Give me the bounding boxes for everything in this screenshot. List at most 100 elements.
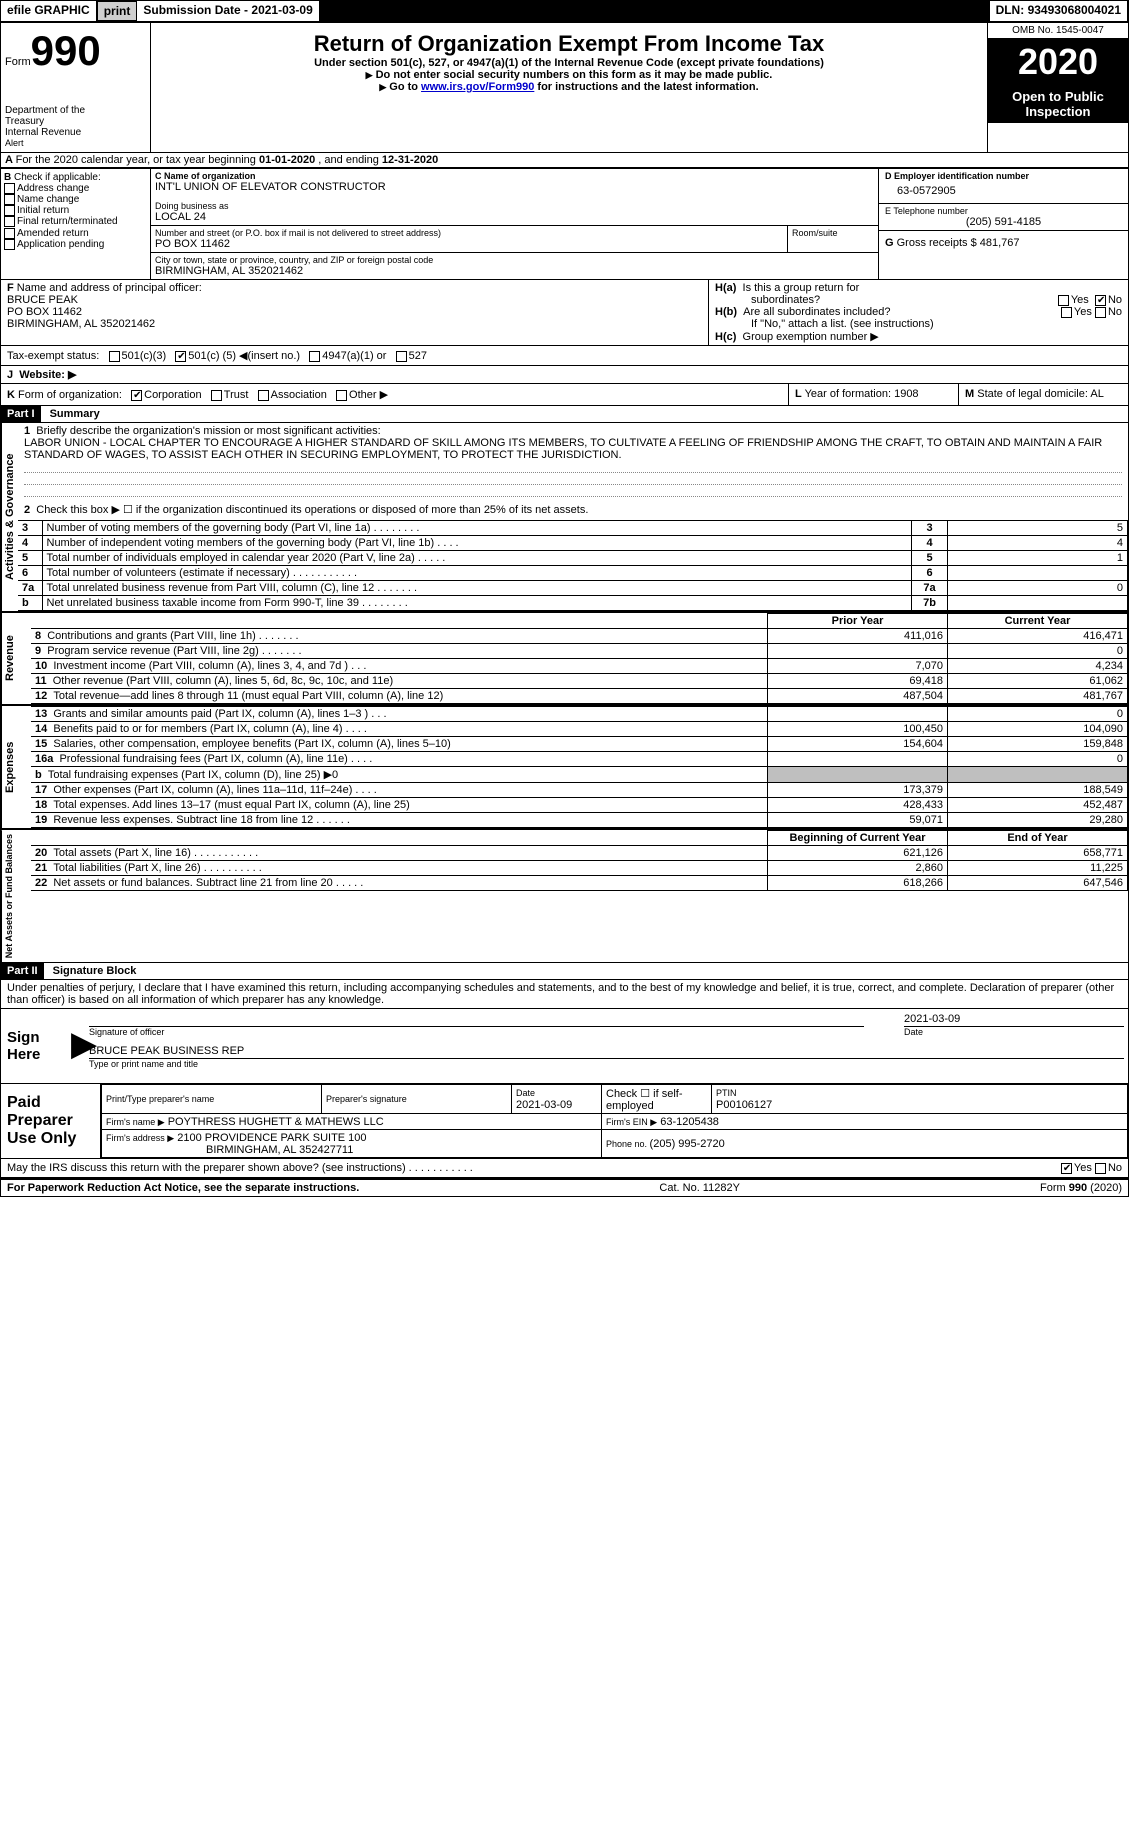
curr-value: 452,487 bbox=[948, 798, 1128, 813]
ha-no-checkbox[interactable] bbox=[1095, 295, 1106, 306]
period-mid: , and ending bbox=[315, 154, 382, 166]
governance-table: 3Number of voting members of the governi… bbox=[18, 520, 1128, 611]
pp-sig-label: Preparer's signature bbox=[326, 1094, 407, 1104]
box-b-check-label: Check if applicable: bbox=[14, 172, 101, 183]
org-name-value: INT'L UNION OF ELEVATOR CONSTRUCTOR bbox=[155, 181, 874, 193]
website-j: J bbox=[7, 369, 13, 381]
phone-value: (205) 591-4185 bbox=[885, 216, 1122, 228]
firm-name-label: Firm's name ▶ bbox=[106, 1117, 165, 1127]
h-note: If "No," attach a list. (see instruction… bbox=[715, 318, 1122, 330]
firm-name-value: POYTHRESS HUGHETT & MATHEWS LLC bbox=[168, 1116, 384, 1128]
sign-label: Sign bbox=[7, 1029, 65, 1046]
hb-yes-checkbox[interactable] bbox=[1061, 307, 1072, 318]
corporation-checkbox[interactable] bbox=[131, 390, 142, 401]
print-button[interactable]: print bbox=[97, 1, 138, 21]
website-label: Website: ▶ bbox=[19, 369, 76, 381]
curr-value: 11,225 bbox=[948, 861, 1128, 876]
trust-checkbox[interactable] bbox=[211, 390, 222, 401]
toolbar-spacer bbox=[320, 1, 990, 21]
firm-addr-2: BIRMINGHAM, AL 352427711 bbox=[106, 1144, 353, 1156]
gross-receipts-value: 481,767 bbox=[980, 237, 1020, 249]
association-checkbox[interactable] bbox=[258, 390, 269, 401]
form-subtitle-2: Do not enter social security numbers on … bbox=[376, 69, 773, 81]
amended-return-checkbox[interactable] bbox=[4, 228, 15, 239]
hc-text: Group exemption number ▶ bbox=[743, 331, 879, 343]
curr-value: 188,549 bbox=[948, 783, 1128, 798]
instructions-link[interactable]: www.irs.gov/Form990 bbox=[421, 81, 534, 93]
address-change-label: Address change bbox=[17, 183, 89, 194]
discuss-text: May the IRS discuss this return with the… bbox=[7, 1162, 473, 1174]
netassets-table: Beginning of Current YearEnd of Year 20 … bbox=[31, 830, 1128, 891]
form-prefix: Form bbox=[5, 56, 31, 68]
4947-checkbox[interactable] bbox=[309, 351, 320, 362]
line-num: b bbox=[18, 596, 42, 611]
line-text: Net unrelated business taxable income fr… bbox=[42, 596, 912, 611]
discuss-no-checkbox[interactable] bbox=[1095, 1163, 1106, 1174]
useonly-label: Use Only bbox=[7, 1130, 94, 1148]
dln-cell: DLN: 93493068004021 bbox=[990, 1, 1128, 21]
final-return-checkbox[interactable] bbox=[4, 216, 15, 227]
box-l: L Year of formation: 1908 bbox=[788, 384, 958, 405]
prior-value: 428,433 bbox=[768, 798, 948, 813]
firm-addr-1: 2100 PROVIDENCE PARK SUITE 100 bbox=[177, 1132, 366, 1144]
line2-label: 2 bbox=[24, 504, 30, 516]
preparer-table: Print/Type preparer's name Preparer's si… bbox=[101, 1084, 1128, 1158]
period-pre: For the 2020 calendar year, or tax year … bbox=[16, 154, 259, 166]
line-text: 14 Benefits paid to or for members (Part… bbox=[31, 722, 768, 737]
line-box: 5 bbox=[912, 551, 948, 566]
ha-text: Is this a group return for bbox=[743, 282, 860, 294]
final-return-label: Final return/terminated bbox=[17, 217, 118, 228]
vlabel-netassets: Net Assets or Fund Balances bbox=[1, 830, 31, 962]
officer-street: PO BOX 11462 bbox=[7, 306, 82, 318]
ha-yes-checkbox[interactable] bbox=[1058, 295, 1069, 306]
vlabel-revenue: Revenue bbox=[1, 613, 31, 704]
form-title: Return of Organization Exempt From Incom… bbox=[153, 25, 985, 57]
cat-number: Cat. No. 11282Y bbox=[659, 1182, 740, 1194]
hb-no-checkbox[interactable] bbox=[1095, 307, 1106, 318]
box-f: F Name and address of principal officer:… bbox=[1, 280, 708, 345]
tax-year: 2020 bbox=[988, 39, 1128, 85]
line-num: 5 bbox=[18, 551, 42, 566]
address-change-checkbox[interactable] bbox=[4, 183, 15, 194]
vlabel-governance: Activities & Governance bbox=[1, 423, 18, 611]
hb-label: H(b) bbox=[715, 306, 737, 318]
omb-label: OMB No. bbox=[1012, 25, 1056, 36]
period-begin: 01-01-2020 bbox=[259, 154, 315, 166]
association-label: Association bbox=[271, 389, 327, 401]
box-f-label: F bbox=[7, 282, 14, 294]
firm-phone-value: (205) 995-2720 bbox=[650, 1138, 725, 1150]
application-pending-label: Application pending bbox=[17, 239, 104, 250]
prior-value bbox=[768, 644, 948, 659]
ha-label: H(a) bbox=[715, 282, 736, 294]
form-org-label: Form of organization: bbox=[18, 389, 122, 401]
prior-value: 618,266 bbox=[768, 876, 948, 891]
submission-date-cell: Submission Date - 2021-03-09 bbox=[137, 1, 319, 21]
city-value: BIRMINGHAM, AL 352021462 bbox=[155, 265, 874, 277]
period-row: A For the 2020 calendar year, or tax yea… bbox=[0, 153, 1129, 168]
header-right-cell: OMB No. 1545-0047 2020 Open to PublicIns… bbox=[988, 23, 1128, 152]
firm-phone-label: Phone no. bbox=[606, 1139, 650, 1149]
name-change-label: Name change bbox=[17, 194, 79, 205]
city-label: City or town, state or province, country… bbox=[155, 255, 874, 265]
street-label: Number and street (or P.O. box if mail i… bbox=[155, 228, 783, 238]
prior-value: 7,070 bbox=[768, 659, 948, 674]
curr-value: 647,546 bbox=[948, 876, 1128, 891]
open-public-1: Open to Public bbox=[1012, 89, 1104, 104]
501c3-label: 501(c)(3) bbox=[122, 350, 167, 362]
name-change-checkbox[interactable] bbox=[4, 194, 15, 205]
curr-value: 481,767 bbox=[948, 689, 1128, 704]
other-checkbox[interactable] bbox=[336, 390, 347, 401]
officer-signature-line[interactable] bbox=[89, 1013, 864, 1027]
box-m-label: M bbox=[965, 388, 974, 400]
501c-checkbox[interactable] bbox=[175, 351, 186, 362]
initial-return-checkbox[interactable] bbox=[4, 205, 15, 216]
prior-value: 154,604 bbox=[768, 737, 948, 752]
application-pending-checkbox[interactable] bbox=[4, 239, 15, 250]
line-text: 13 Grants and similar amounts paid (Part… bbox=[31, 707, 768, 722]
discuss-yes-checkbox[interactable] bbox=[1061, 1163, 1072, 1174]
submission-date-label: Submission Date - bbox=[143, 3, 251, 17]
527-checkbox[interactable] bbox=[396, 351, 407, 362]
line-text: Number of voting members of the governin… bbox=[42, 521, 912, 536]
501c3-checkbox[interactable] bbox=[109, 351, 120, 362]
line-text: 12 Total revenue—add lines 8 through 11 … bbox=[31, 689, 768, 704]
